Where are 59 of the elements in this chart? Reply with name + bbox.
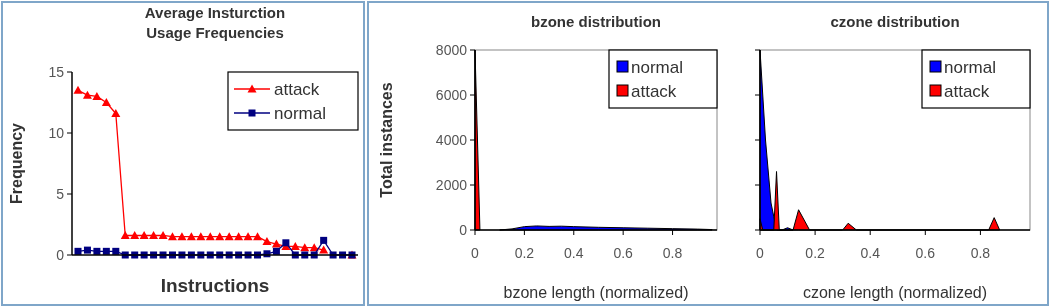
point — [253, 232, 263, 241]
legend-label: attack — [631, 82, 677, 101]
point — [215, 232, 225, 241]
y-tick-label: 4000 — [435, 132, 468, 148]
point — [320, 236, 328, 244]
point — [120, 230, 130, 239]
x-axis-title: Instructions — [160, 275, 270, 296]
point — [130, 230, 140, 239]
legend-label: normal — [944, 58, 996, 77]
y-tick-label: 5 — [56, 186, 65, 202]
point — [271, 239, 281, 248]
legend-label: attack — [274, 80, 320, 99]
x-tick-label: 0.4 — [860, 245, 881, 261]
point — [149, 230, 159, 239]
point — [262, 237, 272, 246]
point — [196, 232, 206, 241]
x-axis-title: bzone length (normalized) — [503, 284, 689, 301]
point — [139, 230, 149, 239]
point — [158, 230, 168, 239]
x-tick-label: 0.6 — [613, 245, 634, 261]
x-tick-label: 0.4 — [564, 245, 584, 261]
chart-title: czone distribution — [830, 13, 960, 30]
y-axis-title: Total instances — [378, 82, 395, 198]
chart-title: bzone distribution — [531, 13, 661, 30]
y-tick-label: 0 — [459, 222, 468, 238]
x-tick-label: 0.6 — [915, 245, 936, 261]
x-tick-label: 0 — [756, 245, 765, 261]
point — [83, 246, 91, 254]
y-tick-label: 8000 — [435, 42, 468, 58]
point — [205, 232, 215, 241]
y-tick-label: 2000 — [435, 177, 468, 193]
legend-label: normal — [631, 58, 683, 77]
point — [224, 232, 234, 241]
legend-label: attack — [944, 82, 990, 101]
legend-label: normal — [274, 104, 326, 123]
point — [319, 245, 329, 254]
y-tick-label: 15 — [48, 64, 65, 80]
y-axis-title: Frequency — [8, 122, 25, 204]
point — [290, 241, 300, 250]
point — [82, 90, 92, 99]
point — [186, 232, 196, 241]
point — [243, 232, 253, 241]
point — [73, 85, 83, 94]
x-tick-label: 0.8 — [970, 245, 991, 261]
point — [300, 243, 310, 252]
x-axis-title: czone length (normalized) — [802, 284, 988, 301]
point — [177, 232, 187, 241]
x-tick-label: 0.2 — [514, 245, 535, 261]
point — [111, 108, 121, 117]
x-tick-label: 0.2 — [805, 245, 826, 261]
x-tick-label: 0 — [471, 245, 480, 261]
chart-title: Average Insturction Usage Frequencies — [144, 4, 286, 41]
y-tick-label: 6000 — [435, 87, 468, 103]
point — [167, 232, 177, 241]
point — [234, 232, 244, 241]
point — [92, 91, 102, 100]
y-tick-label: 10 — [48, 125, 65, 141]
x-tick-label: 0.8 — [662, 245, 683, 261]
point — [101, 98, 111, 106]
